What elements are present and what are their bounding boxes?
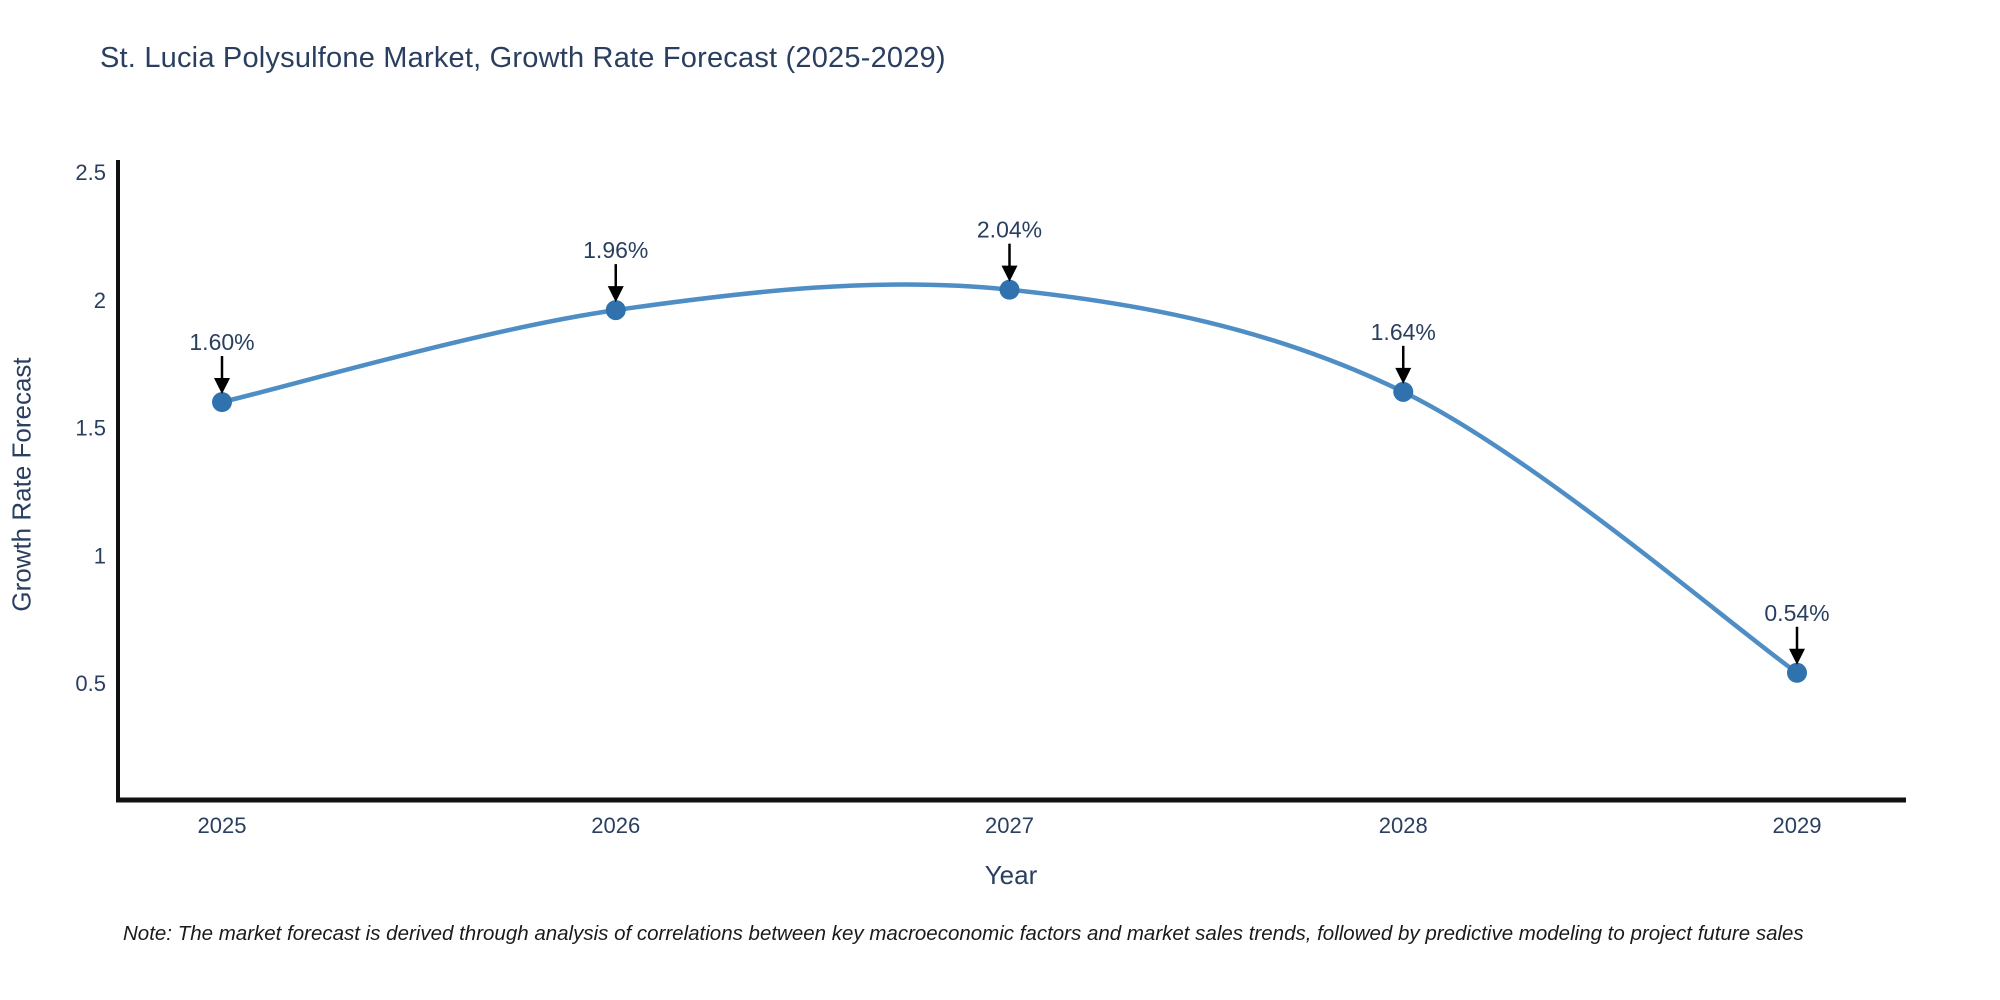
x-tick-label: 2029 — [1773, 813, 1822, 838]
x-axis-title: Year — [984, 860, 1038, 890]
footnote: Note: The market forecast is derived thr… — [123, 922, 1804, 945]
data-point-marker — [605, 300, 626, 321]
annotation-arrowhead — [214, 378, 230, 395]
y-tick-label: 0.5 — [75, 671, 106, 696]
annotation-arrowhead — [1001, 265, 1018, 282]
y-tick-label: 1 — [94, 543, 106, 568]
data-point-marker — [1787, 662, 1807, 683]
data-point-marker — [1393, 381, 1414, 402]
annotation-label: 0.54% — [1764, 600, 1829, 626]
annotation-arrowhead — [607, 286, 624, 303]
annotation-label: 1.64% — [1371, 319, 1436, 345]
y-tick-label: 1.5 — [75, 416, 106, 441]
annotation-arrowhead — [1395, 367, 1412, 384]
x-tick-label: 2025 — [198, 813, 247, 838]
chart-title: St. Lucia Polysulfone Market, Growth Rat… — [100, 42, 946, 74]
data-point-marker — [999, 279, 1020, 300]
annotation-arrowhead — [1789, 648, 1805, 665]
annotation-label: 2.04% — [977, 217, 1042, 243]
x-tick-label: 2026 — [591, 813, 640, 838]
y-tick-label: 2.5 — [75, 160, 106, 185]
x-tick-label: 2028 — [1379, 813, 1428, 838]
data-point-marker — [212, 392, 232, 413]
x-tick-label: 2027 — [985, 813, 1034, 838]
y-tick-label: 2 — [94, 288, 106, 313]
y-axis-title: Growth Rate Forecast — [6, 357, 37, 612]
series-line — [219, 282, 1800, 676]
annotation-label: 1.96% — [583, 237, 648, 263]
annotation-label: 1.60% — [189, 329, 254, 355]
